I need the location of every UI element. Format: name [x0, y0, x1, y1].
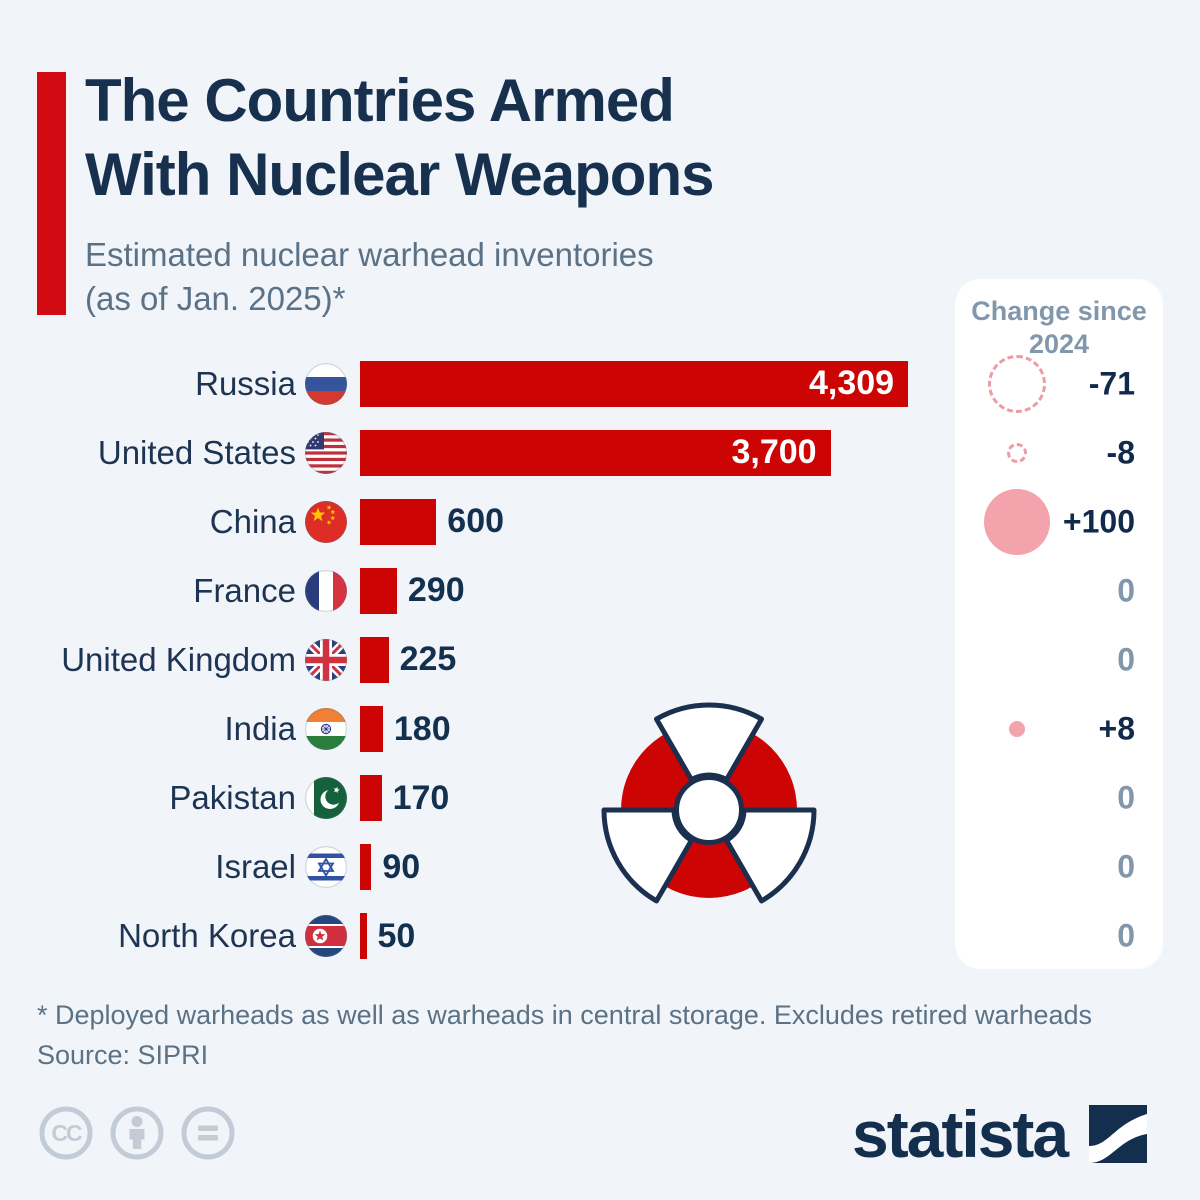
change-value-india: +8 [1098, 710, 1135, 747]
country-label-united-states: United States [97, 433, 296, 471]
change-panel-title-line2: 2024 [1028, 329, 1090, 359]
change-value-pakistan: 0 [1117, 779, 1135, 816]
bar-pakistan [360, 775, 382, 822]
bar-united-states: 3,700 [360, 429, 831, 476]
change-value-france: 0 [1117, 572, 1135, 609]
change-value-united-kingdom: 0 [1117, 641, 1135, 678]
change-marker-united-states [1007, 442, 1027, 463]
flag-north-korea-icon [305, 915, 347, 958]
chart-row-pakistan: Pakistan 170 [0, 764, 945, 833]
title-accent-bar [37, 72, 66, 315]
change-marker-china [984, 488, 1050, 555]
title-line1: The Countries Armed [85, 67, 675, 134]
country-label-france: France [193, 571, 296, 609]
bar-value-china: 600 [447, 502, 505, 541]
license-icons: CC [38, 1105, 236, 1161]
statista-logo[interactable]: statista [852, 1096, 1148, 1172]
change-marker-india [1009, 721, 1025, 737]
bar-india [360, 706, 383, 752]
bar-value-russia: 4,309 [809, 364, 895, 402]
flag-india-icon [305, 708, 347, 750]
change-value-israel: 0 [1117, 848, 1135, 885]
statista-logo-mark-icon [1089, 1105, 1148, 1163]
change-value-china: +100 [1062, 503, 1135, 540]
change-value-north-korea: 0 [1117, 917, 1135, 954]
bar-russia: 4,309 [360, 360, 909, 407]
bar-value-france: 290 [407, 571, 465, 610]
chart-row-china: China 600 [0, 487, 945, 556]
country-label-russia: Russia [195, 364, 296, 402]
subtitle-line2: (as of Jan. 2025)* [85, 280, 346, 317]
bar-value-india: 180 [393, 709, 451, 748]
country-label-pakistan: Pakistan [169, 779, 296, 817]
bar-value-united-kingdom: 225 [399, 640, 457, 679]
statista-wordmark: statista [852, 1097, 1069, 1171]
flag-china-icon [305, 500, 347, 543]
country-label-china: China [209, 502, 296, 540]
change-panel-title-line1: Change since [971, 296, 1147, 326]
flag-israel-icon [305, 846, 347, 889]
page-subtitle: Estimated nuclear warhead inventories (as… [85, 233, 654, 321]
chart-row-france: France 290 [0, 556, 945, 625]
chart-row-united-kingdom: United Kingdom 225 [0, 625, 945, 694]
flag-united-states-icon [305, 431, 347, 474]
subtitle-line1: Estimated nuclear warhead inventories [85, 236, 654, 273]
bar-united-kingdom [360, 636, 389, 683]
chart-row-india: India 180 [0, 695, 945, 764]
change-marker-russia [988, 354, 1046, 413]
flag-russia-icon [305, 362, 347, 405]
chart-row-russia: Russia 4,309 [0, 349, 945, 418]
source-note: Source: SIPRI [37, 1040, 209, 1070]
country-label-united-kingdom: United Kingdom [61, 640, 296, 678]
change-since-panel: Change since 2024 -71 -8 +100 0 0 +8 0 0 0 [955, 279, 1163, 969]
svg-text:CC: CC [51, 1120, 82, 1146]
equal-icon[interactable] [180, 1105, 236, 1161]
bar-value-israel: 90 [382, 847, 421, 886]
bar-value-north-korea: 50 [377, 916, 416, 955]
title-line2: With Nuclear Weapons [85, 141, 714, 208]
country-label-north-korea: North Korea [118, 917, 296, 955]
cc-icon[interactable]: CC [38, 1105, 94, 1161]
footnote: * Deployed warheads as well as warheads … [37, 1000, 1093, 1030]
bar-china [360, 498, 437, 545]
warhead-bar-chart: Russia 4,309 United States 3,700 China 600… [0, 349, 945, 971]
chart-row-north-korea: North Korea 50 [0, 902, 945, 971]
bar-value-pakistan: 170 [392, 778, 450, 817]
radiation-icon [589, 690, 829, 930]
page-title: The Countries Armed With Nuclear Weapons [85, 64, 714, 212]
attribution-icon[interactable] [109, 1105, 165, 1161]
chart-row-israel: Israel 90 [0, 833, 945, 902]
flag-france-icon [305, 569, 347, 612]
chart-row-united-states: United States 3,700 [0, 418, 945, 487]
bar-israel [360, 844, 372, 891]
bar-france [360, 567, 397, 614]
change-value-russia: -71 [1088, 365, 1135, 401]
country-label-israel: Israel [215, 848, 296, 886]
bar-value-united-states: 3,700 [731, 433, 817, 472]
change-value-united-states: -8 [1106, 434, 1135, 471]
bar-north-korea [360, 913, 367, 960]
change-panel-title: Change since 2024 [955, 295, 1163, 361]
country-label-india: India [224, 710, 296, 747]
flag-pakistan-icon [305, 777, 347, 820]
flag-united-kingdom-icon [305, 638, 347, 681]
